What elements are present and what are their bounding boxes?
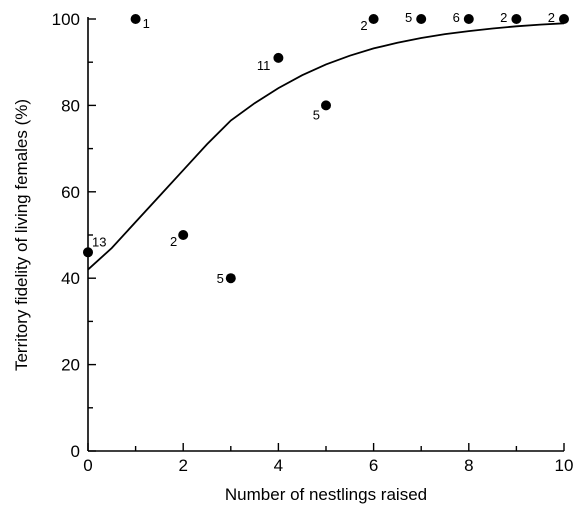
x-tick-label: 0 (83, 456, 92, 475)
sample-size-label: 5 (405, 10, 412, 25)
sample-size-label: 5 (217, 271, 224, 286)
data-point (178, 230, 189, 240)
data-point (416, 14, 427, 24)
y-axis-ticks: 0 20 40 60 80 100 (52, 10, 96, 461)
data-point (130, 14, 141, 24)
data-point (368, 14, 379, 24)
sample-size-label: 6 (453, 10, 460, 25)
data-point (511, 14, 522, 24)
y-tick-label: 0 (71, 442, 80, 461)
data-points (83, 14, 569, 284)
point-sample-labels: 13 1 2 5 11 5 2 5 6 2 2 (92, 10, 555, 286)
axes (87, 17, 564, 452)
data-point (559, 14, 569, 24)
y-tick-label: 60 (61, 183, 80, 202)
sample-size-label: 13 (92, 234, 106, 249)
x-tick-label: 8 (464, 456, 473, 475)
sample-size-label: 11 (257, 58, 271, 73)
y-tick-label: 100 (52, 10, 80, 29)
y-tick-label: 20 (61, 356, 80, 375)
x-tick-label: 6 (369, 456, 378, 475)
y-tick-label: 80 (61, 96, 80, 115)
sample-size-label: 2 (548, 10, 555, 25)
sample-size-label: 2 (170, 234, 177, 249)
sample-size-label: 5 (313, 107, 320, 122)
fitted-curve (87, 22, 565, 271)
data-point (273, 52, 284, 63)
x-axis-title: Number of nestlings raised (225, 485, 427, 504)
data-point (463, 14, 474, 24)
sample-size-label: 2 (360, 18, 367, 33)
sample-size-label: 2 (500, 10, 507, 25)
x-axis-ticks: 0 2 4 6 8 10 (83, 443, 573, 475)
x-tick-label: 10 (555, 456, 574, 475)
sample-size-label: 1 (143, 16, 150, 31)
y-axis-title: Territory fidelity of living females (%) (12, 99, 31, 371)
data-point (225, 273, 236, 284)
data-point (83, 247, 93, 258)
x-tick-label: 4 (274, 456, 283, 475)
data-point (321, 100, 331, 111)
x-tick-label: 2 (178, 456, 187, 475)
y-tick-label: 40 (61, 269, 80, 288)
